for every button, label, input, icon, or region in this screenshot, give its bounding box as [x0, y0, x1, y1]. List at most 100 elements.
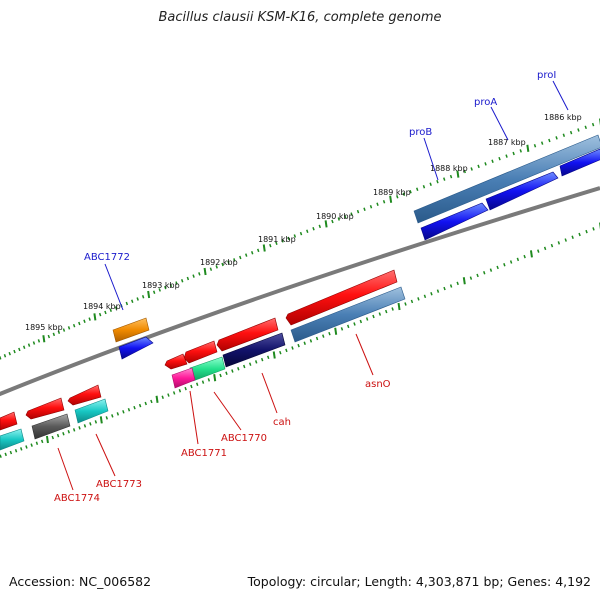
lower-ring-minor-tick [111, 414, 114, 418]
gene-ABC1774-upper[interactable] [25, 397, 65, 420]
gene-label-ABC1772[interactable]: ABC1772 [84, 252, 130, 263]
gene-labels: proI proA proB ABC1772 asnO cah ABC1770 … [54, 70, 556, 504]
upper-ring-minor-tick [62, 328, 66, 332]
lower-ring-minor-tick [404, 302, 407, 306]
gene-ABC1773-upper[interactable] [67, 384, 102, 406]
lower-ring-minor-tick [248, 362, 252, 366]
gene-proB[interactable] [420, 202, 489, 241]
lower-ring-minor-tick [207, 378, 211, 382]
gene-proI[interactable] [559, 148, 600, 177]
lower-ring-major-tick [529, 250, 533, 258]
gene-label-ABC1771[interactable]: ABC1771 [181, 448, 227, 459]
lower-ring-minor-tick [184, 386, 187, 391]
gene-ABC1774[interactable] [31, 413, 71, 440]
lower-ring-minor-tick [161, 395, 164, 399]
upper-ring-minor-tick [548, 138, 551, 143]
upper-ring-minor-tick [152, 290, 156, 294]
upper-ring-minor-tick [27, 343, 31, 347]
lower-ring-minor-tick [353, 322, 356, 326]
upper-ring-minor-tick [498, 156, 501, 161]
lower-ring-minor-tick [89, 422, 92, 426]
genome-backbone [0, 186, 600, 397]
kbp-label-1886: 1886 kbp [544, 113, 582, 122]
upper-ring-major-tick [389, 195, 393, 203]
upper-ring-minor-tick [356, 209, 360, 214]
lower-ring-minor-tick [83, 424, 87, 428]
lower-ring-minor-tick [243, 364, 246, 369]
gene-label-proB[interactable]: proB [409, 127, 432, 138]
gene-label-ABC1773[interactable]: ABC1773 [96, 479, 142, 490]
gene-ABC1771[interactable] [171, 367, 196, 389]
lower-ring-minor-tick [4, 452, 7, 457]
upper-ring-minor-tick [409, 190, 412, 194]
lower-ring-minor-tick [564, 238, 567, 242]
kbp-label-1894: 1894 kbp [83, 302, 121, 311]
operon-bar-proB-proA-proI[interactable] [413, 134, 600, 224]
gene-ABC1772[interactable] [118, 336, 154, 360]
lower-ring-minor-tick [201, 380, 205, 384]
upper-ring-minor-tick [72, 323, 76, 328]
lower-ring-minor-tick [537, 249, 540, 253]
upper-ring-minor-tick [275, 241, 278, 245]
lower-ring-minor-tick [309, 339, 313, 343]
lower-ring-minor-tick [496, 265, 499, 270]
upper-ring-minor-tick [209, 267, 213, 271]
upper-ring-minor-tick [221, 262, 224, 267]
gene-cah-upper[interactable] [216, 317, 279, 352]
upper-ring-minor-tick [569, 130, 573, 135]
upper-ring-minor-tick [337, 217, 341, 221]
lower-ring-minor-tick [523, 254, 526, 259]
lower-ring-minor-tick [315, 336, 319, 341]
gene-proA[interactable] [485, 171, 559, 211]
gene-partial-left-cyan[interactable] [0, 428, 25, 451]
gene-ABC1770-upper[interactable] [183, 340, 218, 364]
gene-partial-left-red[interactable] [0, 411, 18, 431]
lower-ring-minor-tick [291, 346, 294, 350]
gene-ABC1771-upper[interactable] [164, 353, 188, 370]
gene-label-ABC1770[interactable]: ABC1770 [221, 433, 267, 444]
lower-ring-major-tick [272, 351, 276, 359]
gene-label-asnO[interactable]: asnO [365, 379, 391, 390]
upper-ring-minor-tick [505, 154, 508, 158]
gene-label-cah[interactable]: cah [273, 417, 291, 428]
upper-ring-minor-tick [577, 128, 580, 132]
gene-orange[interactable] [112, 317, 150, 343]
lower-ring-minor-tick [430, 292, 433, 296]
gene-label-proA[interactable]: proA [474, 97, 497, 108]
operon-bar-asnO[interactable] [290, 286, 406, 343]
kbp-label-1893: 1893 kbp [142, 281, 180, 290]
upper-ring-minor-tick [37, 339, 41, 343]
lower-ring-major-tick [462, 277, 466, 285]
gene-label-proI[interactable]: proI [537, 70, 556, 81]
upper-ring-minor-tick [158, 288, 161, 292]
kbp-label-1889: 1889 kbp [373, 188, 411, 197]
upper-ring-minor-tick [540, 141, 544, 145]
upper-ring-minor-tick [382, 200, 386, 204]
lower-ring-minor-tick [385, 309, 388, 314]
lower-ring-major-tick [155, 395, 159, 403]
upper-ring-minor-tick [186, 276, 190, 281]
lower-ring-minor-tick [260, 357, 264, 362]
upper-ring-minor-tick [192, 274, 195, 278]
upper-ring-minor-tick [52, 332, 56, 337]
lower-ring-minor-tick [62, 431, 65, 436]
lower-ring-minor-tick [14, 448, 18, 453]
lower-tick-ring [0, 222, 600, 458]
upper-ring-minor-tick [363, 207, 366, 211]
gene-asnO[interactable] [285, 269, 398, 326]
upper-ring-minor-tick [125, 301, 129, 306]
upper-ring-major-tick [93, 313, 97, 321]
gene-label-ABC1774[interactable]: ABC1774 [54, 493, 100, 504]
lower-ring-minor-tick [127, 408, 131, 412]
gene-ABC1773[interactable] [74, 398, 109, 424]
gene-cah[interactable] [222, 332, 286, 368]
upper-ring-minor-tick [422, 185, 426, 189]
lower-ring-minor-tick [72, 428, 76, 432]
lower-ring-minor-tick [592, 227, 595, 231]
upper-ring-major-tick [42, 335, 46, 343]
upper-ring-minor-tick [109, 308, 112, 312]
lower-ring-minor-tick [0, 454, 2, 458]
lower-ring-minor-tick [105, 416, 109, 420]
lower-ring-minor-tick [347, 324, 350, 329]
